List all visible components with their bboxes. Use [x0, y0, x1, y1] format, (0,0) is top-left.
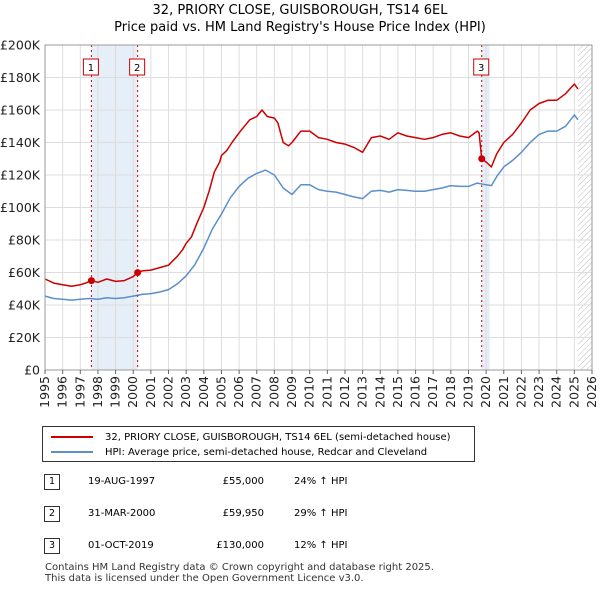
x-tick-label: 2001 [143, 376, 158, 408]
x-tick-label: 2013 [355, 376, 370, 408]
y-tick-label: £80K [8, 233, 41, 248]
x-tick-label: 2023 [531, 376, 546, 408]
x-tick-label: 2019 [460, 376, 475, 408]
sale-point [87, 277, 95, 285]
chart-title-block: 32, PRIORY CLOSE, GUISBOROUGH, TS14 6EL … [0, 2, 600, 36]
y-tick-label: £60K [8, 265, 41, 280]
x-tick-label: 2010 [302, 376, 317, 408]
x-tick-label: 1995 [37, 376, 52, 408]
y-tick-label: £180K [0, 70, 41, 85]
x-tick-label: 2006 [231, 376, 246, 408]
chart-subtitle: Price paid vs. HM Land Registry's House … [114, 20, 486, 35]
x-tick-label: 2015 [390, 376, 405, 408]
legend-swatch-hpi [51, 451, 93, 453]
sale-row: 3 01-OCT-2019 £130,000 12% ↑ HPI [42, 538, 462, 556]
y-tick-label: £0 [24, 363, 40, 378]
x-tick-label: 2016 [408, 376, 423, 408]
plot-border [44, 44, 593, 371]
sale-date: 01-OCT-2019 [88, 540, 154, 551]
sale-date: 19-AUG-1997 [88, 476, 156, 487]
sale-marker-badge [82, 58, 99, 76]
sale-number-badge: 1 [44, 474, 60, 490]
legend-item-hpi: HPI: Average price, semi-detached house,… [51, 445, 427, 459]
y-tick-label: £160K [0, 103, 41, 118]
sale-marker-label: 1 [88, 63, 94, 74]
x-tick-label: 2012 [337, 376, 352, 408]
x-tick-label: 2011 [319, 376, 334, 408]
price-chart: 1 2 3 £0 £20K £40K £60K £80K £100K £120K £140K £16… [0, 38, 599, 408]
footer-copyright: Contains HM Land Registry data © Crown c… [45, 562, 434, 573]
chart-title: 32, PRIORY CLOSE, GUISBOROUGH, TS14 6EL [152, 3, 448, 18]
sale-marker-label: 3 [478, 63, 484, 74]
x-tick-label: 2018 [443, 376, 458, 408]
x-tick-label: 2008 [266, 376, 281, 408]
x-tick-label: 2024 [549, 376, 564, 408]
y-tick-label: £100K [0, 200, 41, 215]
y-tick-label: £40K [8, 298, 41, 313]
x-tick-label: 2021 [496, 376, 511, 408]
x-tick-label: 2009 [284, 376, 299, 408]
legend-label-hpi: HPI: Average price, semi-detached house,… [105, 446, 428, 458]
x-tick-label: 2020 [478, 376, 493, 408]
x-tick-label: 1996 [55, 376, 70, 408]
x-tick-label: 2004 [196, 376, 211, 408]
sale-point [478, 155, 486, 163]
x-tick-label: 2000 [125, 376, 140, 408]
sale-number-badge: 3 [44, 538, 60, 554]
x-tick-label: 2003 [178, 376, 193, 408]
x-tick-label: 1997 [72, 376, 87, 408]
sale-number-badge: 2 [44, 506, 60, 522]
sale-row: 2 31-MAR-2000 £59,950 29% ↑ HPI [42, 506, 462, 524]
x-tick-label: 2005 [213, 376, 228, 408]
x-tick-label: 1999 [108, 376, 123, 408]
sale-row: 1 19-AUG-1997 £55,000 24% ↑ HPI [42, 474, 462, 492]
x-tick-label: 2017 [425, 376, 440, 408]
sale-price: £130,000 [216, 540, 264, 551]
sale-hpi-change: 12% ↑ HPI [294, 540, 348, 551]
y-tick-label: £120K [0, 168, 41, 183]
sale-marker-label: 2 [134, 63, 140, 74]
footer: Contains HM Land Registry data © Crown c… [45, 562, 434, 584]
sale-price: £55,000 [222, 476, 264, 487]
hpi-line [44, 114, 579, 301]
y-tick-label: £140K [0, 135, 41, 150]
legend-swatch-property [51, 436, 93, 438]
legend: 32, PRIORY CLOSE, GUISBOROUGH, TS14 6EL … [42, 426, 475, 462]
sale-point [134, 269, 142, 277]
sale-date: 31-MAR-2000 [88, 508, 156, 519]
x-tick-label: 1998 [90, 376, 105, 408]
x-tick-label: 2002 [161, 376, 176, 408]
sale-marker-badge [473, 58, 490, 76]
x-tick-label: 2026 [584, 376, 599, 408]
footer-licence: This data is licensed under the Open Gov… [45, 573, 364, 584]
y-tick-label: £200K [0, 38, 41, 53]
x-tick-label: 2007 [249, 376, 264, 408]
legend-item-property: 32, PRIORY CLOSE, GUISBOROUGH, TS14 6EL … [51, 430, 451, 444]
legend-label-property: 32, PRIORY CLOSE, GUISBOROUGH, TS14 6EL … [105, 431, 451, 443]
x-tick-label: 2025 [566, 376, 581, 408]
sale-price: £59,950 [222, 508, 264, 519]
x-tick-label: 2014 [372, 376, 387, 408]
sale-hpi-change: 29% ↑ HPI [294, 508, 348, 519]
y-tick-label: £20K [8, 330, 41, 345]
x-tick-label: 2022 [513, 376, 528, 408]
sale-hpi-change: 24% ↑ HPI [294, 476, 348, 487]
sale-marker-badge [129, 58, 146, 76]
